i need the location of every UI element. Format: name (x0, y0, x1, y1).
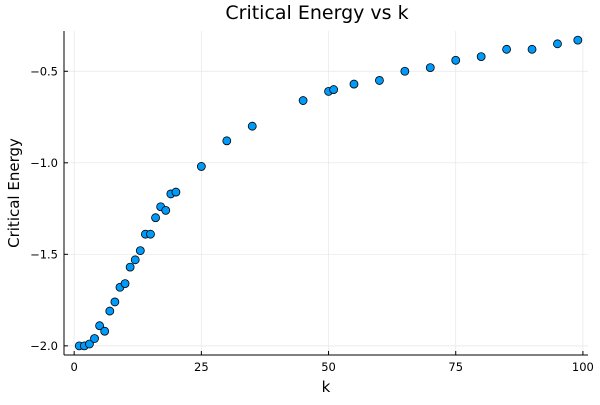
data-point (425, 63, 435, 73)
data-point (135, 246, 145, 256)
data-point (90, 334, 99, 343)
chart-title: Critical Energy vs k (225, 2, 408, 24)
data-point (298, 96, 308, 105)
data-point (110, 297, 120, 307)
axes (63, 31, 588, 356)
data-point (329, 85, 339, 94)
data-point (105, 306, 115, 316)
data-point (171, 187, 181, 197)
data-points (74, 35, 583, 351)
data-point (95, 321, 105, 331)
data-point (161, 205, 171, 215)
data-point (130, 255, 140, 265)
y-tick-label: −2.0 (30, 339, 58, 353)
x-tick-label: 25 (194, 360, 209, 374)
data-point (375, 76, 384, 85)
y-axis-label: Critical Energy (5, 138, 23, 248)
data-point (502, 44, 512, 54)
x-tick-label: 50 (321, 360, 336, 374)
data-point (151, 213, 160, 223)
data-point (146, 229, 155, 239)
grid-lines (64, 31, 588, 355)
data-point (573, 35, 583, 45)
tick-marks (64, 70, 584, 355)
data-point (349, 79, 359, 89)
x-tick-label: 75 (448, 360, 463, 374)
data-point (120, 279, 130, 289)
data-point (527, 44, 537, 54)
x-tick-label: 0 (71, 360, 78, 374)
data-point (85, 339, 94, 349)
data-point (100, 326, 110, 336)
x-tick-label: 100 (572, 360, 594, 374)
x-axis-label: k (322, 378, 331, 396)
data-point (125, 262, 135, 272)
tick-labels: 0 25 50 75 100 −2.0 −1.5 −1.0 −0.5 (30, 64, 594, 374)
data-point (553, 39, 562, 49)
data-point (247, 121, 257, 131)
data-point (476, 52, 486, 62)
data-point (222, 136, 232, 146)
y-tick-label: −0.5 (30, 64, 58, 78)
data-point (400, 66, 410, 76)
data-point (451, 55, 461, 65)
data-point (196, 162, 206, 171)
y-tick-label: −1.5 (30, 247, 58, 261)
y-tick-label: −1.0 (30, 156, 58, 170)
